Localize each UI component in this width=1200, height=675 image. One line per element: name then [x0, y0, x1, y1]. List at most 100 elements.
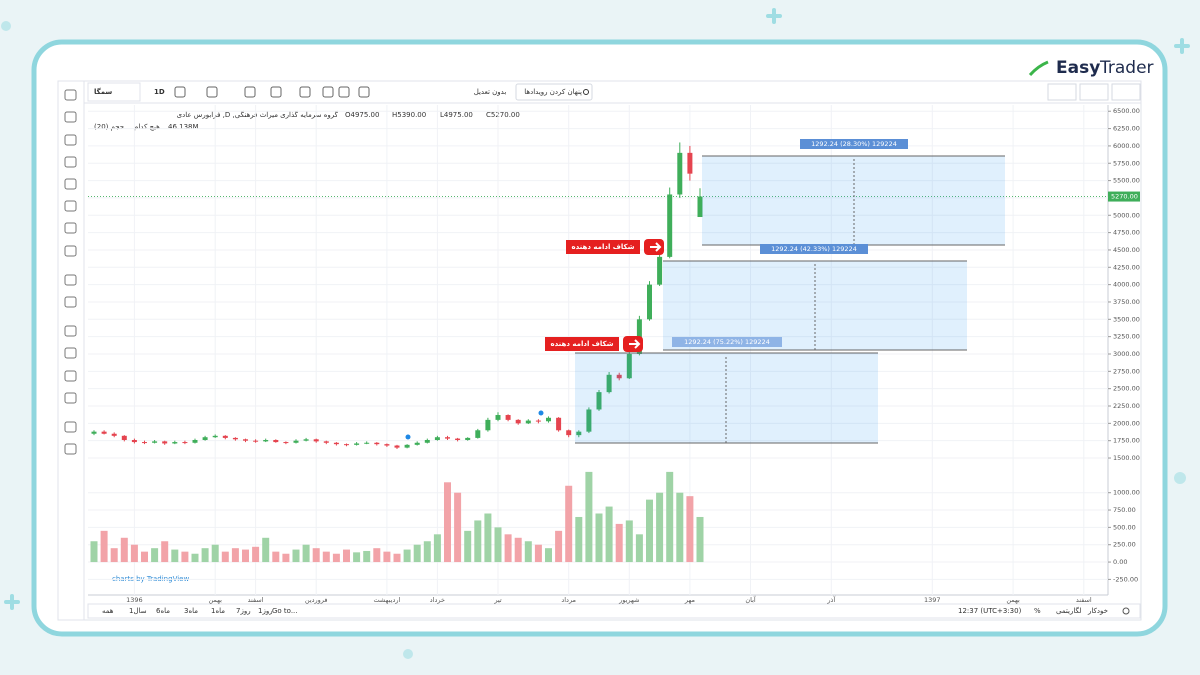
- symbol-box[interactable]: [87, 82, 141, 102]
- events-button[interactable]: پنهان کردن رویدادها: [524, 88, 582, 96]
- toolbar-icon[interactable]: [244, 86, 256, 98]
- candle-body: [354, 443, 360, 445]
- plus-deco: [4, 594, 20, 610]
- last-price-box: [1108, 191, 1140, 202]
- y-tick-label: 500.00: [1113, 523, 1136, 531]
- interval[interactable]: 1D: [154, 88, 165, 96]
- tool-icon[interactable]: [64, 111, 77, 123]
- volume-bar: [494, 527, 502, 563]
- volume-bar: [120, 537, 128, 563]
- cloud-up-button[interactable]: [1111, 83, 1141, 101]
- volume-name: حجم (20): [94, 123, 124, 131]
- tool-icon[interactable]: [64, 296, 77, 308]
- volume-bar: [302, 544, 310, 563]
- volume-bar: [353, 552, 361, 563]
- volume-bar: [272, 551, 280, 563]
- symbol[interactable]: سمگا: [94, 87, 112, 96]
- volume-bar: [635, 534, 643, 563]
- tool-icon[interactable]: [64, 134, 77, 146]
- camera-button[interactable]: [1047, 83, 1077, 101]
- tool-icon[interactable]: [64, 443, 77, 455]
- tool-icon[interactable]: [64, 200, 77, 212]
- x-tick-label: 1397: [924, 596, 941, 604]
- volume-bar: [534, 544, 542, 563]
- tool-icon[interactable]: [64, 347, 77, 359]
- x-tick-label: شهریور: [618, 596, 639, 604]
- range-button[interactable]: 1روز: [258, 607, 273, 615]
- volume-bar: [262, 537, 270, 563]
- toolbar-icon[interactable]: [338, 86, 350, 98]
- volume-bar: [524, 541, 532, 563]
- log-toggle[interactable]: لگاریتمی: [1056, 606, 1081, 615]
- y-tick-label: 750.00: [1113, 506, 1136, 514]
- tool-icon[interactable]: [64, 325, 77, 337]
- toolbar-icon[interactable]: [299, 86, 311, 98]
- candle-body: [101, 431, 107, 434]
- volume-bar: [211, 544, 219, 563]
- bottom-controls: Go to... 12:37 (UTC+3:30) % لگاریتمی خود…: [272, 606, 1130, 615]
- candle-body: [546, 417, 551, 422]
- volume-bar: [90, 541, 98, 563]
- volume-bar: [555, 530, 563, 563]
- range-button[interactable]: 6ماه: [156, 607, 170, 615]
- y-tick-label: 6500.00: [1113, 107, 1140, 115]
- event-marker[interactable]: [405, 434, 411, 440]
- range-button[interactable]: همه: [102, 607, 114, 615]
- candle-body: [475, 430, 481, 438]
- measure-box: 1292.24 (42.33%) 129224: [663, 244, 967, 351]
- legend-title: فرابورس عادی ,D ,گروه سرمایه گذاری میراث…: [177, 110, 339, 119]
- x-tick-label: بهمن: [1006, 596, 1020, 604]
- toolbar-icon[interactable]: [358, 86, 370, 98]
- volume-bar: [282, 553, 290, 563]
- y-tick-label: 4250.00: [1113, 263, 1140, 271]
- volume-bar: [454, 492, 462, 563]
- settings-icon[interactable]: [1122, 607, 1130, 615]
- tool-icon[interactable]: [64, 392, 77, 404]
- candle-body: [172, 442, 178, 444]
- tool-icon[interactable]: [64, 222, 77, 234]
- x-tick-label: آذر: [826, 595, 836, 604]
- toolbar-icon[interactable]: [206, 86, 218, 98]
- toolbar-icon[interactable]: [270, 86, 282, 98]
- candle-body: [364, 442, 370, 444]
- volume-bar: [686, 496, 694, 563]
- percent-toggle[interactable]: %: [1034, 607, 1041, 615]
- x-tick-label: آبان: [745, 595, 757, 604]
- range-button[interactable]: 7روز: [236, 607, 251, 615]
- volume-bar: [100, 530, 108, 563]
- tool-icon[interactable]: [64, 89, 77, 101]
- y-tick-label: 5000.00: [1113, 211, 1140, 219]
- range-button[interactable]: 1سال: [129, 607, 147, 615]
- volume-bar: [171, 549, 179, 563]
- candle-body: [566, 430, 572, 436]
- goto-button[interactable]: Go to...: [272, 607, 298, 615]
- candle-body: [697, 196, 703, 218]
- toolbar-icon[interactable]: [174, 86, 186, 98]
- measure-label-box: [800, 139, 908, 149]
- clock: 12:37 (UTC+3:30): [958, 607, 1022, 615]
- volume-bar: [110, 548, 118, 563]
- tool-icon[interactable]: [64, 370, 77, 382]
- tool-icon[interactable]: [64, 421, 77, 433]
- adjust-button[interactable]: بدون تعدیل: [474, 88, 507, 96]
- y-tick-label: 1500.00: [1113, 454, 1140, 462]
- left-toolbar: [57, 80, 85, 621]
- candle-body: [344, 444, 349, 446]
- range-button[interactable]: 3ماه: [184, 607, 198, 615]
- tool-icon[interactable]: [64, 245, 77, 257]
- event-marker[interactable]: [538, 410, 544, 416]
- tool-icon[interactable]: [64, 156, 77, 168]
- candle-body: [667, 194, 673, 257]
- range-button[interactable]: 1ماه: [211, 607, 225, 615]
- y-tick-label: 250.00: [1113, 541, 1136, 549]
- events-box[interactable]: [515, 83, 593, 101]
- volume-bar: [363, 550, 371, 563]
- cloud-down-button[interactable]: [1079, 83, 1109, 101]
- volume-bar: [504, 534, 512, 563]
- tool-icon[interactable]: [64, 274, 77, 286]
- toolbar-icon[interactable]: [322, 86, 334, 98]
- auto-toggle[interactable]: خودکار: [1087, 607, 1108, 615]
- gap-label: شکاف ادامه دهنده: [571, 243, 634, 251]
- tool-icon[interactable]: [64, 178, 77, 190]
